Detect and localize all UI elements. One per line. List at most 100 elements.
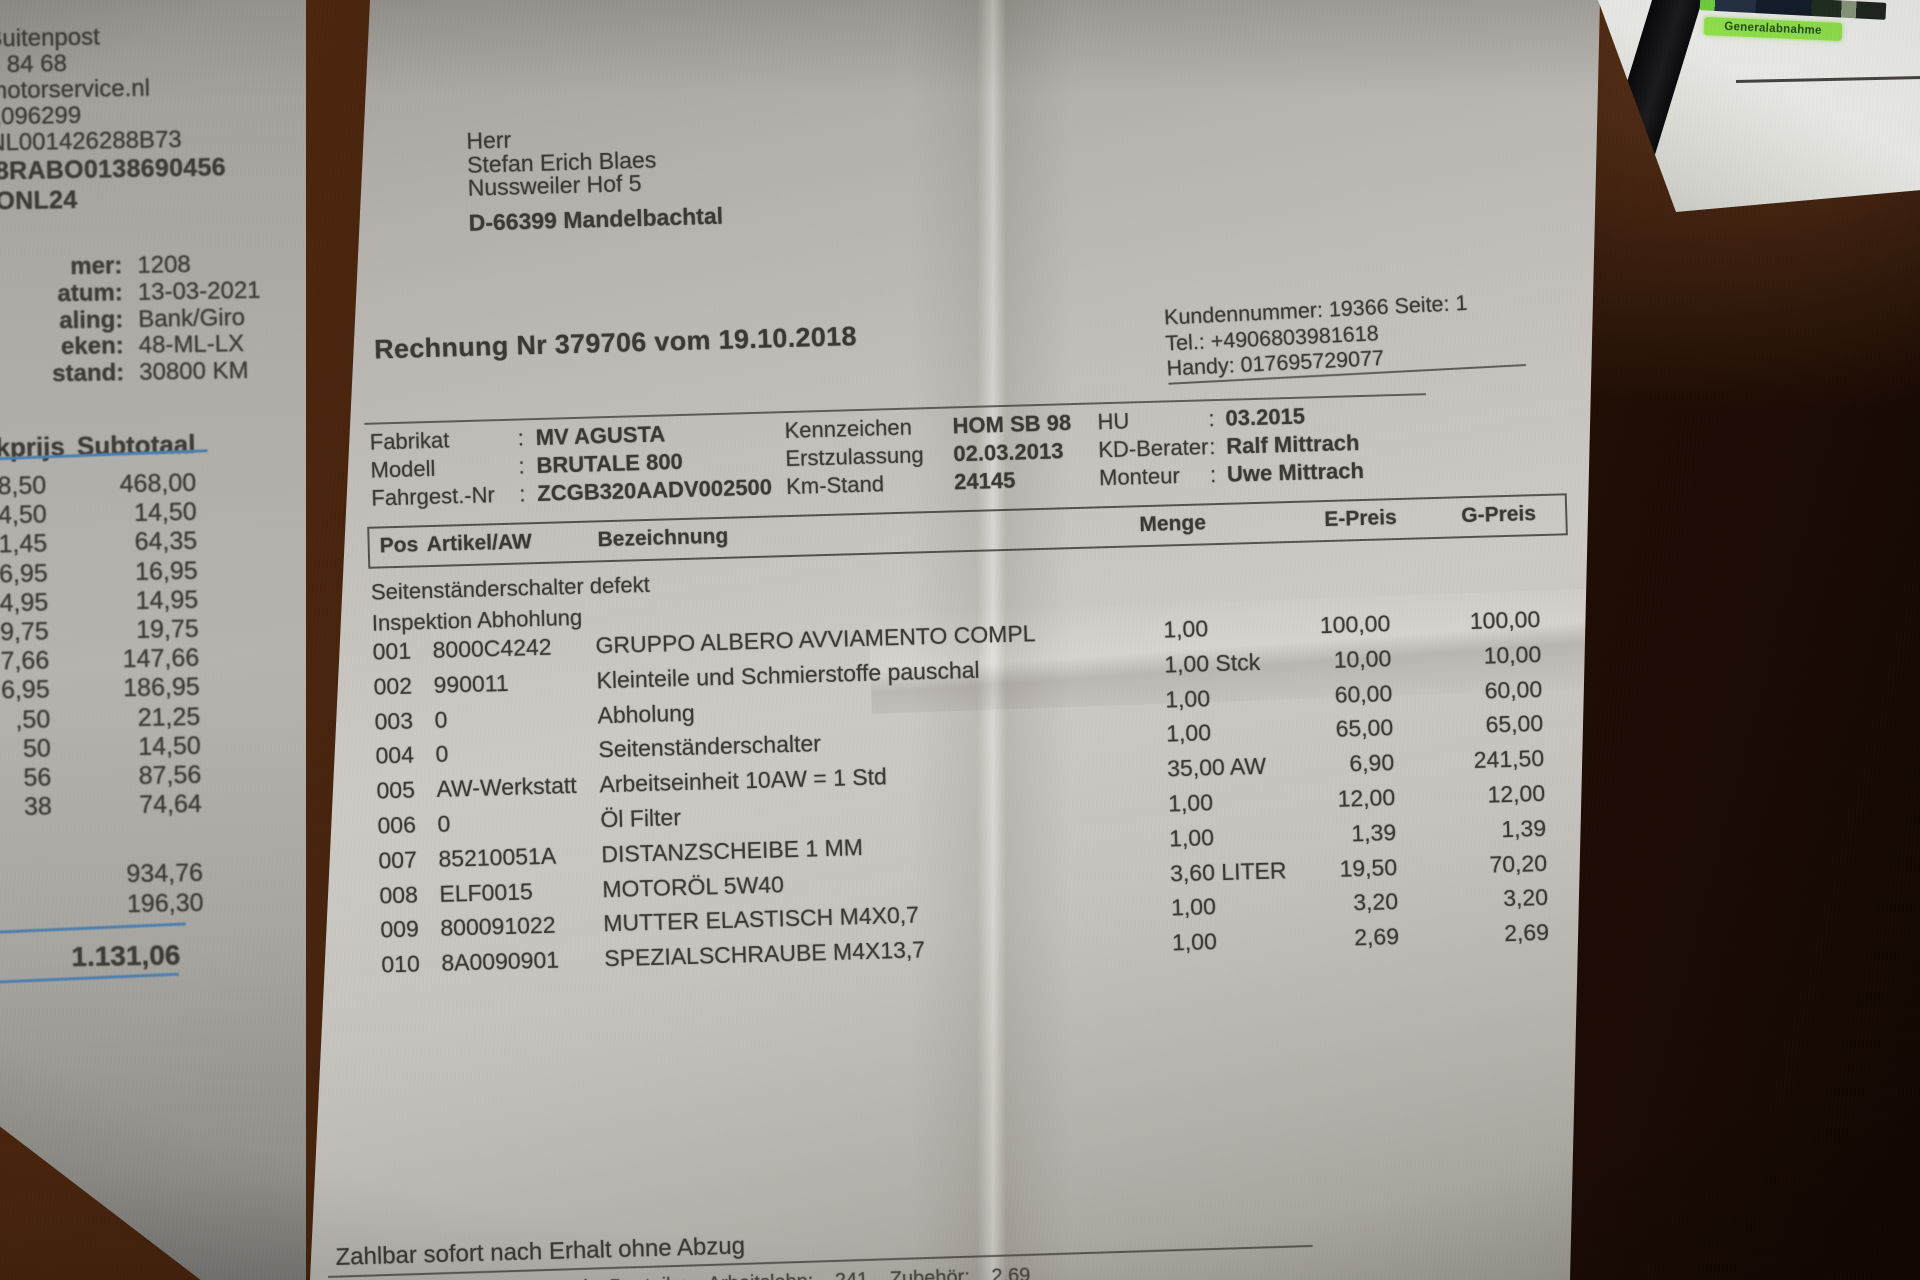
left-bank-lines: 38RABO0138690456 3ONL24 xyxy=(0,152,227,216)
header-pos: Pos xyxy=(379,533,419,558)
header-bezeichnung: Bezeichnung xyxy=(597,524,729,552)
left-subtotal-value: 186,95 xyxy=(122,673,200,703)
left-info-value: Bank/Giro xyxy=(138,303,246,333)
left-header-lines: Buitenpost 6 84 68 motorservice.nl 10962… xyxy=(0,23,182,157)
item-gpreis: 60,00 xyxy=(1484,675,1543,704)
left-invoice-paper: Buitenpost 6 84 68 motorservice.nl 10962… xyxy=(0,0,306,1280)
vehicle-label-2: Km-Stand xyxy=(785,471,885,500)
left-amount-row: 21,45 64,35 xyxy=(0,527,197,560)
left-amount-row: 9,75 19,75 xyxy=(0,615,199,648)
left-amount-row: 50 14,50 xyxy=(0,732,201,765)
header-artikel: Artikel/AW xyxy=(426,530,532,557)
item-pos: 010 xyxy=(381,950,421,978)
item-epreis: 65,00 xyxy=(1335,714,1394,743)
item-artikel: 0 xyxy=(435,741,449,768)
item-gpreis: 10,00 xyxy=(1483,640,1542,669)
item-gpreis: 241,50 xyxy=(1473,745,1545,774)
left-bic: 3ONL24 xyxy=(0,185,78,216)
left-subtotal-value: 87,56 xyxy=(138,760,202,790)
recipient-address-block: Herr Stefan Erich Blaes Nussweiler Hof 5… xyxy=(466,123,723,236)
generalabnahme-highlight: Generalabnahme xyxy=(1703,16,1843,42)
left-amount-row: 58,50 468,00 xyxy=(0,469,196,502)
vehicle-info-block: Fabrikat : MV AGUSTA Kennzeichen HOM SB … xyxy=(310,393,1566,513)
vehicle-colon-1: : xyxy=(518,481,526,507)
item-pos: 006 xyxy=(377,811,417,839)
item-artikel: ELF0015 xyxy=(439,877,534,907)
item-artikel: 85210051A xyxy=(438,842,557,872)
left-subtotal-value: 14,95 xyxy=(135,585,199,615)
left-unit-price: ,50 xyxy=(15,705,51,734)
left-info-label: stand: xyxy=(51,359,125,388)
left-subtotal-value: 16,95 xyxy=(134,556,198,586)
item-pos: 008 xyxy=(379,881,419,909)
item-pos: 007 xyxy=(378,846,418,874)
left-amount-row: 16,95 16,95 xyxy=(0,557,198,590)
item-menge: 1,00 xyxy=(1171,928,1218,956)
invoice-title: Rechnung Nr 379706 vom 19.10.2018 xyxy=(373,321,858,365)
item-menge: 1,00 Stck xyxy=(1163,648,1261,678)
left-amount-row: 14,50 14,50 xyxy=(0,498,197,531)
item-artikel: 8A0090901 xyxy=(441,946,560,977)
item-gpreis: 2,69 xyxy=(1503,919,1550,947)
left-header-line: 6 84 68 xyxy=(0,50,68,79)
left-subtotal-value: 21,25 xyxy=(137,702,201,732)
left-subtotal-value: 74,64 xyxy=(138,789,202,820)
item-pos: 009 xyxy=(380,915,420,943)
vehicle-value-2: 24145 xyxy=(953,467,1016,495)
left-info-block: mer: 1208 atum: 13-03-2021 aling: Bank/G… xyxy=(0,250,262,389)
left-info-value: 1208 xyxy=(137,251,191,279)
vehicle-value-3: 03.2015 xyxy=(1225,403,1306,431)
item-gpreis: 12,00 xyxy=(1487,780,1546,808)
left-subtotal-value: 19,75 xyxy=(135,614,199,644)
left-grand-total: 1.131,06 xyxy=(71,939,181,973)
left-unit-price: 16,95 xyxy=(0,559,48,589)
left-unit-price: 14,95 xyxy=(0,588,49,618)
header-menge: Menge xyxy=(1139,511,1207,537)
item-epreis: 60,00 xyxy=(1334,679,1393,708)
item-menge: 1,00 xyxy=(1162,615,1209,643)
item-menge: 1,00 xyxy=(1165,719,1212,747)
left-unit-price: 7,66 xyxy=(0,646,50,676)
item-pos: 002 xyxy=(373,672,413,700)
left-unit-price: 6,95 xyxy=(0,675,50,705)
item-gpreis: 100,00 xyxy=(1469,606,1541,635)
item-epreis: 100,00 xyxy=(1319,610,1391,639)
main-invoice-paper: Herr Stefan Erich Blaes Nussweiler Hof 5… xyxy=(310,0,1600,1280)
item-gpreis: 1,39 xyxy=(1500,814,1547,843)
right-document-paper: Generalabnahme xyxy=(1598,0,1920,212)
item-gpreis: 3,20 xyxy=(1502,884,1549,912)
signature-line xyxy=(1735,76,1920,83)
left-info-label: eken: xyxy=(60,332,124,361)
left-vat-total: 196,30 xyxy=(126,888,204,918)
item-menge: 1,00 xyxy=(1167,789,1214,817)
item-epreis: 1,39 xyxy=(1350,818,1397,847)
item-epreis: 10,00 xyxy=(1333,645,1392,673)
vehicle-value-1: ZCGB320AADV002500 xyxy=(536,474,773,507)
item-artikel: 0 xyxy=(434,706,448,733)
left-subtotal-value: 468,00 xyxy=(119,468,197,499)
left-unit-price: 56 xyxy=(23,763,52,792)
item-epreis: 19,50 xyxy=(1339,853,1398,882)
vehicle-value-3: Uwe Mittrach xyxy=(1226,457,1365,487)
main-invoice-content: Herr Stefan Erich Blaes Nussweiler Hof 5… xyxy=(310,0,1600,1280)
left-totals-block: 934,76 196,30 xyxy=(0,859,204,922)
item-bezeichnung: Abholung xyxy=(597,699,696,729)
item-artikel: 990011 xyxy=(433,669,509,698)
left-rule-total-top xyxy=(0,922,186,935)
left-info-value: 30800 KM xyxy=(138,357,249,387)
left-amount-rows: 58,50 468,00 14,50 14,50 21,45 64,35 xyxy=(0,469,202,823)
left-subtotal-value: 147,66 xyxy=(122,644,200,674)
vehicle-colon-3: : xyxy=(1208,434,1216,460)
vehicle-label-3: HU xyxy=(1097,408,1130,435)
item-gpreis: 65,00 xyxy=(1485,710,1544,739)
recipient-street: Nussweiler Hof 5 xyxy=(467,170,642,201)
item-bezeichnung: DISTANZSCHEIBE 1 MM xyxy=(601,833,864,868)
item-artikel: 0 xyxy=(437,810,451,837)
item-menge: 3,60 LITER xyxy=(1169,856,1287,887)
left-header-line: Buitenpost xyxy=(0,23,100,53)
left-header-line: NL001426288B73 xyxy=(0,126,182,157)
vehicle-colon-3: : xyxy=(1209,462,1217,488)
left-subtotal-value: 14,50 xyxy=(133,498,197,528)
left-amount-row: ,50 21,25 xyxy=(0,702,200,735)
item-bezeichnung: Seitenständerschalter xyxy=(598,730,822,763)
